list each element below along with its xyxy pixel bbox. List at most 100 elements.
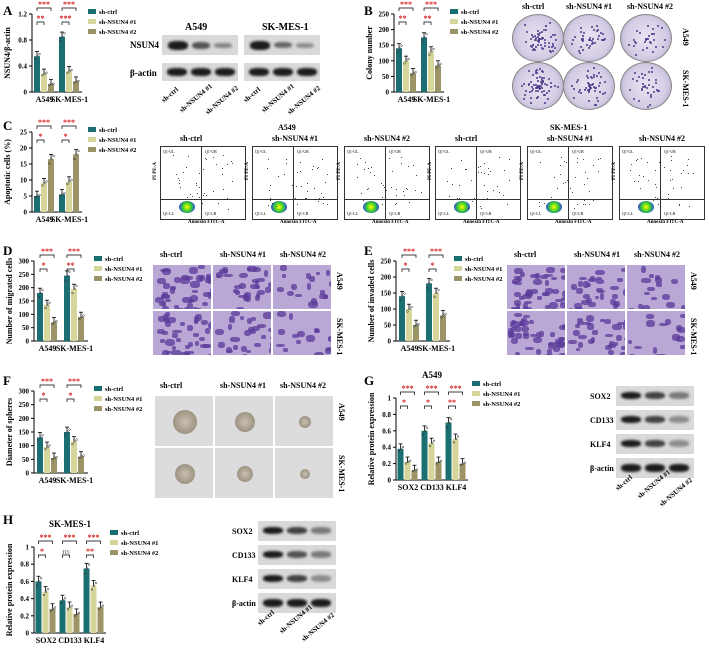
bar-b-1-0 bbox=[421, 37, 427, 92]
data-point bbox=[404, 293, 406, 295]
data-point bbox=[39, 53, 41, 55]
legend-swatch bbox=[88, 127, 96, 132]
sig-mark-outer: *** bbox=[425, 0, 437, 9]
dish-col-title-1: sh-NSUN4 #1 bbox=[566, 2, 612, 11]
sphere-col-title: sh-NSUN4 #2 bbox=[280, 381, 326, 390]
data-point bbox=[102, 605, 104, 607]
micro-col-title: sh-ctrl bbox=[514, 250, 536, 259]
y-tick-label: 250 bbox=[19, 271, 30, 279]
sphere-image bbox=[274, 395, 334, 447]
data-point bbox=[445, 313, 447, 315]
data-point bbox=[431, 279, 433, 281]
flow-plot: Q1-UL Q1-UR Q1-LL Q1-LR bbox=[252, 146, 338, 220]
x-tick-label: SOX2 bbox=[398, 483, 418, 492]
bar-b-0-1 bbox=[403, 61, 409, 92]
legend-swatch bbox=[94, 256, 102, 261]
data-point bbox=[40, 577, 42, 579]
y-tick-label: 100 bbox=[379, 57, 390, 65]
bar-d-1-1 bbox=[71, 289, 77, 341]
colony-dish bbox=[512, 14, 564, 62]
flow-y-axis-label: PI PE-A bbox=[428, 162, 433, 180]
y-tick-label: 0 bbox=[388, 477, 392, 485]
bar-b-1-2 bbox=[435, 65, 441, 92]
bar-d-1-0 bbox=[64, 276, 70, 341]
bar-a-0-1 bbox=[41, 74, 47, 92]
legend-swatch bbox=[88, 19, 96, 24]
blot-row-label: KLF4 bbox=[590, 440, 610, 449]
blot-row-label: SOX2 bbox=[232, 527, 252, 536]
bar-c-0-1 bbox=[41, 183, 47, 212]
bar-c-0-0 bbox=[34, 196, 40, 212]
bar-b-0-2 bbox=[410, 73, 416, 92]
data-point bbox=[64, 597, 66, 599]
x-tick-label: SK-MES-1 bbox=[418, 344, 455, 353]
legend-label: sh-ctrl bbox=[483, 381, 501, 388]
blot-row-label: CD133 bbox=[232, 551, 256, 560]
sig-mark-outer: *** bbox=[68, 377, 80, 386]
bar-g-1-1 bbox=[429, 443, 435, 480]
micrograph bbox=[272, 264, 332, 310]
colony-dish bbox=[620, 14, 672, 62]
micrograph bbox=[626, 310, 686, 356]
blot-strip bbox=[616, 410, 694, 430]
y-tick-label: 5 bbox=[24, 193, 28, 201]
bar-g-2-1 bbox=[453, 439, 459, 480]
bar-c-1-1 bbox=[66, 182, 72, 212]
blot-strip bbox=[616, 386, 694, 406]
y-axis-label: Number of migrated cells bbox=[5, 258, 14, 345]
bar-e-1-1 bbox=[433, 293, 439, 341]
flow-x-axis-label: Annexin FITC-A bbox=[647, 220, 684, 225]
flow-title-a549: A549 bbox=[278, 123, 296, 132]
legend-swatch bbox=[110, 540, 118, 545]
blot-strip bbox=[258, 545, 336, 565]
data-point bbox=[83, 455, 85, 457]
bar-g-1-0 bbox=[422, 431, 428, 480]
y-tick-label: 0.8 bbox=[382, 411, 391, 419]
micrograph bbox=[212, 264, 272, 310]
y-tick-label: 0.6 bbox=[20, 578, 29, 586]
blot-strip bbox=[258, 569, 336, 589]
sig-mark-outer: *** bbox=[38, 118, 50, 127]
data-point bbox=[440, 460, 442, 462]
y-tick-label: 100 bbox=[19, 442, 30, 450]
y-axis-label: Relative protein expression bbox=[5, 543, 14, 636]
data-point bbox=[464, 462, 466, 464]
flow-x-axis-label: Annexin FITC-A bbox=[188, 220, 225, 225]
sphere-image bbox=[214, 395, 274, 447]
sig-mark-inner: * bbox=[42, 391, 46, 400]
bar-f-0-1 bbox=[44, 447, 50, 473]
bar-g-2-2 bbox=[460, 464, 466, 480]
sig-mark-inner: * bbox=[40, 547, 44, 556]
data-point bbox=[95, 582, 97, 584]
data-point bbox=[401, 45, 403, 47]
legend-label: sh-NSUN4 #2 bbox=[99, 147, 136, 154]
y-tick-label: 0.8 bbox=[20, 561, 29, 569]
sig-mark-inner: ** bbox=[67, 261, 75, 270]
legend-swatch bbox=[472, 381, 480, 386]
sig-mark-inner: ** bbox=[399, 14, 407, 23]
y-tick-label: 0 bbox=[26, 338, 30, 346]
y-tick-label: 15 bbox=[20, 161, 28, 169]
bar-a-0-0 bbox=[34, 56, 40, 92]
data-point bbox=[42, 434, 44, 436]
sphere-image bbox=[154, 447, 214, 499]
x-tick-label: SK-MES-1 bbox=[51, 95, 88, 104]
y-tick-label: 0.4 bbox=[382, 444, 391, 452]
blot-row-label: β-actin bbox=[232, 599, 256, 608]
y-tick-label: 50 bbox=[22, 324, 30, 332]
sig-mark-outer: *** bbox=[63, 118, 75, 127]
legend-swatch bbox=[454, 256, 462, 261]
blot-a-label-nsun4: NSUN4 bbox=[130, 40, 159, 50]
y-tick-label: 200 bbox=[381, 274, 392, 282]
legend-label: sh-NSUN4 #2 bbox=[121, 550, 158, 557]
blot-row-label: CD133 bbox=[590, 416, 614, 425]
sig-mark-inner: * bbox=[431, 261, 435, 270]
blot-a-label-actin: β-actin bbox=[130, 68, 157, 78]
bar-d-0-1 bbox=[44, 305, 50, 341]
micro-row-label: SK-MES-1 bbox=[689, 318, 698, 355]
sig-mark-outer: *** bbox=[41, 247, 53, 256]
dish-row-label-a549: A549 bbox=[681, 28, 690, 46]
bar-h-2-0 bbox=[84, 569, 90, 634]
dish-col-title-0: sh-ctrl bbox=[522, 2, 544, 11]
bar-h-2-1 bbox=[91, 586, 97, 633]
